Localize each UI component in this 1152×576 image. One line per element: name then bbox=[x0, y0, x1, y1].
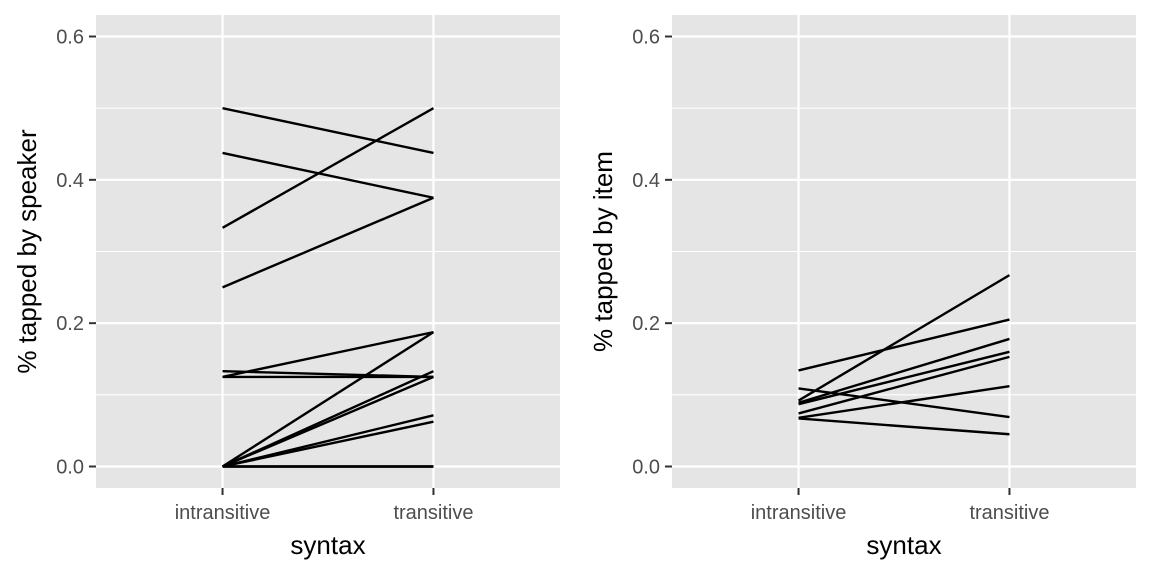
series-line-5 bbox=[222, 330, 434, 379]
series-line-1 bbox=[222, 106, 434, 155]
y-tick-label: 0.0 bbox=[632, 457, 660, 479]
y-tick-label: 0.6 bbox=[56, 27, 84, 49]
series-line-7 bbox=[798, 387, 1010, 419]
series-line-3 bbox=[221, 107, 435, 229]
series-line-2 bbox=[222, 151, 434, 199]
y-axis-title: % tapped by speaker bbox=[12, 129, 42, 374]
chart-panel-1: 0.0 0.2 0.4 0.6 intransitive transitive syntax… bbox=[12, 15, 560, 560]
x-tick-label: intransitive bbox=[751, 502, 847, 524]
x-tick-label: intransitive bbox=[175, 502, 271, 524]
series-line-5 bbox=[798, 355, 1010, 415]
series-line-8 bbox=[221, 331, 435, 468]
y-tick-label: 0.4 bbox=[632, 170, 660, 192]
y-tick-label: 0.6 bbox=[632, 27, 660, 49]
series-line-1 bbox=[798, 318, 1010, 372]
y-tick-label: 0.2 bbox=[632, 313, 660, 335]
y-tick-label: 0.2 bbox=[56, 313, 84, 335]
series-line-8 bbox=[798, 417, 1010, 436]
y-tick-label: 0.4 bbox=[56, 170, 84, 192]
series-line-2 bbox=[797, 274, 1011, 402]
y-tick-label: 0.0 bbox=[56, 457, 84, 479]
series-line-4 bbox=[222, 196, 434, 289]
chart-panel-2: 0.0 0.2 0.4 0.6 intransitive transitive syntax… bbox=[588, 15, 1136, 560]
x-axis-title: syntax bbox=[866, 530, 941, 560]
series-line-4 bbox=[798, 350, 1010, 406]
series-line-10 bbox=[222, 375, 434, 468]
x-tick-label: transitive bbox=[969, 502, 1049, 524]
x-tick-label: transitive bbox=[393, 502, 473, 524]
series-line-12 bbox=[222, 420, 434, 468]
x-axis-title: syntax bbox=[290, 530, 365, 560]
y-axis-title: % tapped by item bbox=[588, 151, 618, 352]
